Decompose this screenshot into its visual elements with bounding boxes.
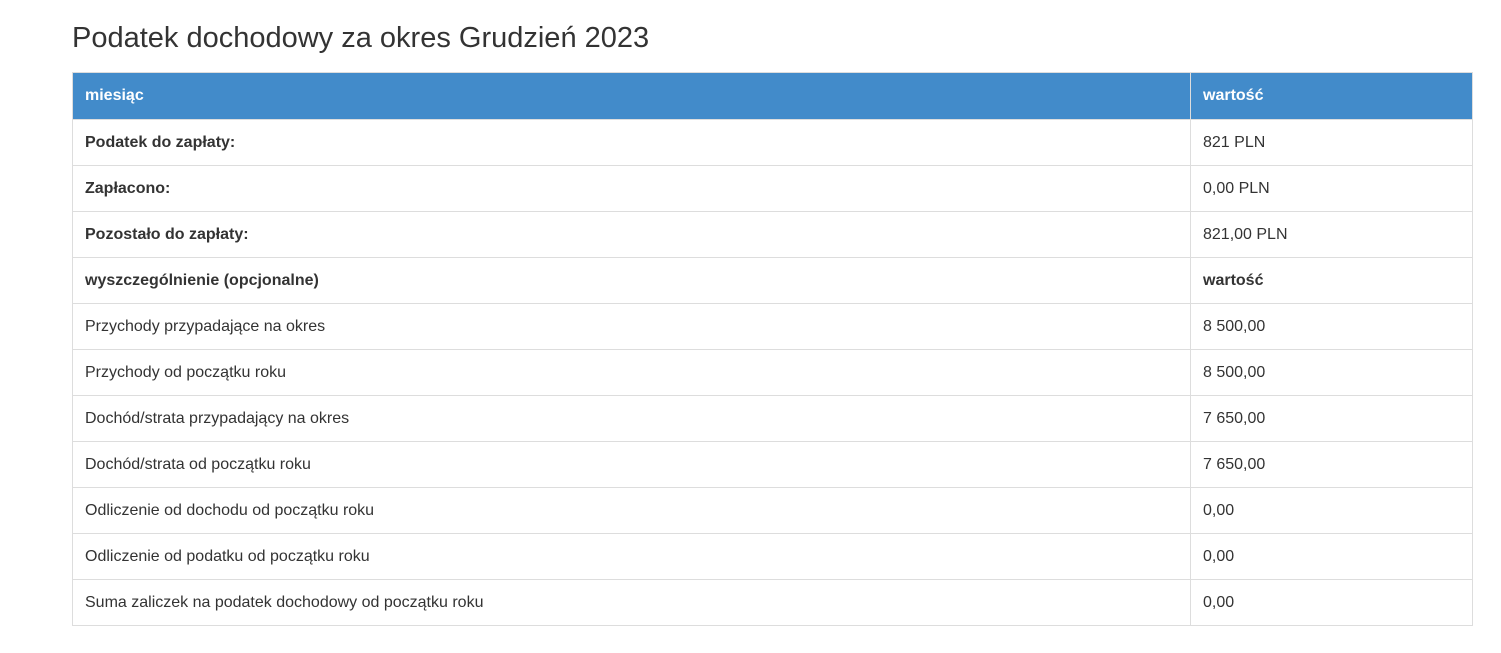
row-value: 8 500,00 (1190, 303, 1473, 350)
row-label: Suma zaliczek na podatek dochodowy od po… (72, 579, 1191, 626)
row-value: 821,00 PLN (1190, 211, 1473, 258)
table-row: Pozostało do zapłaty: 821,00 PLN (72, 211, 1473, 258)
table-row: Dochód/strata przypadający na okres 7 65… (72, 395, 1473, 442)
table-row: Odliczenie od dochodu od początku roku 0… (72, 487, 1473, 534)
page-title: Podatek dochodowy za okres Grudzień 2023 (72, 22, 650, 54)
row-value: wartość (1190, 257, 1473, 304)
row-value: 0,00 (1190, 487, 1473, 534)
table-row: Przychody przypadające na okres 8 500,00 (72, 303, 1473, 350)
header-cell-month: miesiąc (72, 72, 1191, 120)
content-area: Podatek dochodowy za okres Grudzień 2023… (72, 22, 1473, 626)
table-row: Zapłacono: 0,00 PLN (72, 165, 1473, 212)
table-row: Przychody od początku roku 8 500,00 (72, 349, 1473, 396)
row-value: 8 500,00 (1190, 349, 1473, 396)
row-value: 7 650,00 (1190, 441, 1473, 488)
row-label: Podatek do zapłaty: (72, 119, 1191, 166)
header-cell-value: wartość (1190, 72, 1473, 120)
row-label: Zapłacono: (72, 165, 1191, 212)
tax-summary-table: miesiąc wartość Podatek do zapłaty: 821 … (72, 72, 1473, 626)
row-value: 0,00 (1190, 533, 1473, 580)
row-label: Pozostało do zapłaty: (72, 211, 1191, 258)
table-row: wyszczególnienie (opcjonalne) wartość (72, 257, 1473, 304)
row-label: Dochód/strata od początku roku (72, 441, 1191, 488)
row-label: Przychody od początku roku (72, 349, 1191, 396)
row-value: 0,00 PLN (1190, 165, 1473, 212)
row-label: Odliczenie od podatku od początku roku (72, 533, 1191, 580)
table-header-row: miesiąc wartość (72, 72, 1473, 120)
table-row: Podatek do zapłaty: 821 PLN (72, 119, 1473, 166)
row-label: Dochód/strata przypadający na okres (72, 395, 1191, 442)
table-body: Podatek do zapłaty: 821 PLN Zapłacono: 0… (72, 119, 1473, 626)
row-value: 0,00 (1190, 579, 1473, 626)
table-row: Dochód/strata od początku roku 7 650,00 (72, 441, 1473, 488)
row-label: Przychody przypadające na okres (72, 303, 1191, 350)
row-label: wyszczególnienie (opcjonalne) (72, 257, 1191, 304)
row-value: 821 PLN (1190, 119, 1473, 166)
table-row: Suma zaliczek na podatek dochodowy od po… (72, 579, 1473, 626)
row-value: 7 650,00 (1190, 395, 1473, 442)
table-row: Odliczenie od podatku od początku roku 0… (72, 533, 1473, 580)
row-label: Odliczenie od dochodu od początku roku (72, 487, 1191, 534)
